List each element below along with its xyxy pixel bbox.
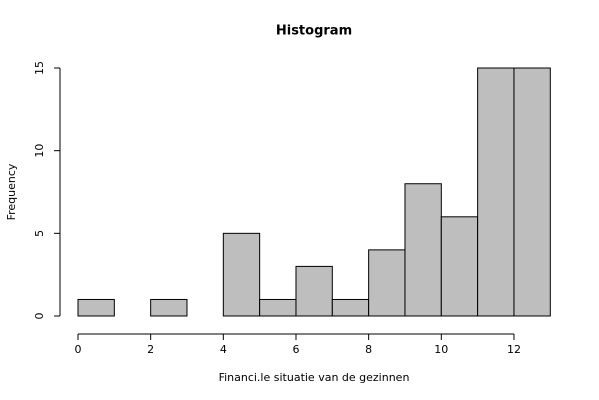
x-tick-label: 0 <box>75 343 82 356</box>
x-tick-label: 10 <box>434 343 448 356</box>
bar <box>77 298 115 317</box>
bar <box>150 298 188 317</box>
bar <box>477 67 515 317</box>
bar <box>331 298 370 317</box>
y-axis-label: Frequency <box>5 163 18 220</box>
y-tick-label: 0 <box>33 313 46 320</box>
y-tick-label: 10 <box>33 144 46 158</box>
y-tick-label: 15 <box>33 61 46 75</box>
y-tick-label: 5 <box>33 230 46 237</box>
chart-title: Histogram <box>276 24 352 39</box>
x-tick-label: 4 <box>220 343 227 356</box>
bar <box>440 216 479 317</box>
x-axis-label: Financi.le situatie van de gezinnen <box>219 371 410 384</box>
bar <box>295 265 333 317</box>
bar <box>222 232 261 317</box>
x-tick-label: 12 <box>507 343 521 356</box>
bar <box>368 249 406 317</box>
bar <box>259 298 297 317</box>
x-tick-label: 6 <box>292 343 299 356</box>
x-tick-label: 8 <box>365 343 372 356</box>
x-tick-label: 2 <box>147 343 154 356</box>
bar <box>404 183 442 317</box>
bar <box>513 67 551 317</box>
